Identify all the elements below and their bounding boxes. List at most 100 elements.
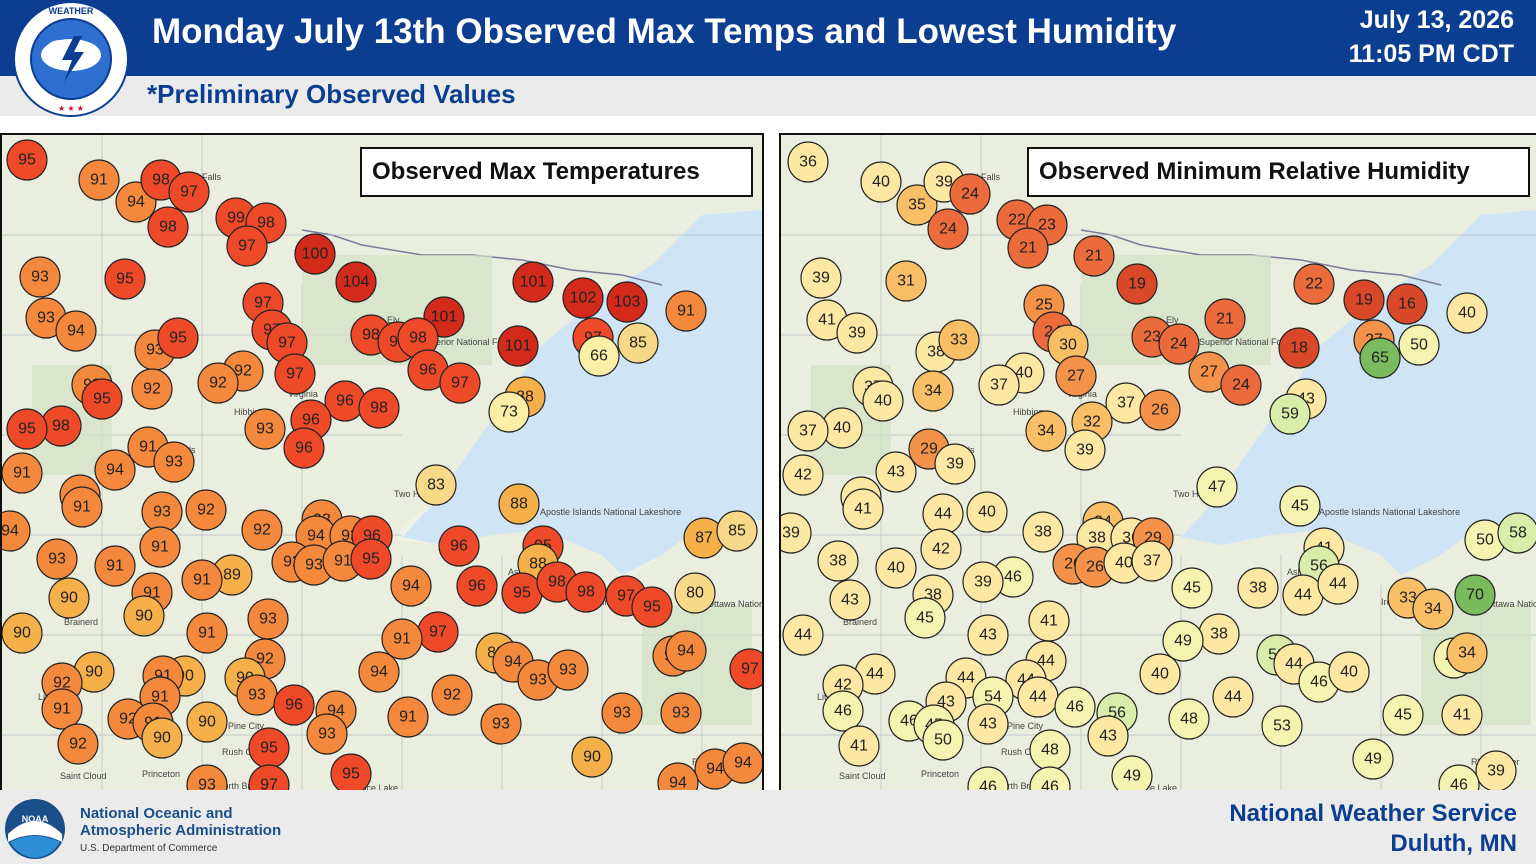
- temperature-station[interactable]: 96: [407, 349, 449, 391]
- humidity-station[interactable]: 45: [1382, 694, 1424, 736]
- humidity-station[interactable]: 40: [821, 407, 863, 449]
- humidity-station[interactable]: 26: [1139, 389, 1181, 431]
- humidity-station[interactable]: 59: [1269, 393, 1311, 435]
- humidity-station[interactable]: 46: [967, 766, 1009, 790]
- humidity-station[interactable]: 38: [817, 540, 859, 582]
- temperature-station[interactable]: 95: [350, 538, 392, 580]
- temperature-station[interactable]: 95: [248, 727, 290, 769]
- humidity-station[interactable]: 37: [1131, 540, 1173, 582]
- humidity-station[interactable]: 34: [1025, 410, 1067, 452]
- humidity-station[interactable]: 44: [1317, 563, 1359, 605]
- temperature-station[interactable]: 94: [722, 742, 762, 784]
- humidity-station[interactable]: 34: [1412, 588, 1454, 630]
- temperature-station[interactable]: 92: [57, 723, 99, 765]
- temperature-station[interactable]: 94: [94, 449, 136, 491]
- temperature-station[interactable]: 97: [439, 362, 481, 404]
- humidity-station[interactable]: 43: [1087, 715, 1129, 757]
- humidity-station[interactable]: 27: [1188, 351, 1230, 393]
- temperature-station[interactable]: 87: [683, 517, 725, 559]
- temperature-station[interactable]: 93: [547, 649, 589, 691]
- temperature-station[interactable]: 96: [456, 565, 498, 607]
- humidity-station[interactable]: 40: [966, 491, 1008, 533]
- humidity-station[interactable]: 40: [1103, 542, 1145, 584]
- temperature-station[interactable]: 91: [139, 526, 181, 568]
- humidity-station[interactable]: 24: [949, 173, 991, 215]
- temperature-station[interactable]: 94: [358, 651, 400, 693]
- temperature-station[interactable]: 96: [438, 525, 480, 567]
- temperature-station[interactable]: 89: [211, 554, 253, 596]
- temperature-station[interactable]: 93: [141, 491, 183, 533]
- temperature-station[interactable]: 100: [294, 233, 336, 275]
- temperature-station[interactable]: 88: [504, 376, 546, 418]
- temperature-station[interactable]: 97: [417, 611, 459, 653]
- humidity-station[interactable]: 41: [838, 725, 880, 767]
- humidity-station[interactable]: 53: [1261, 705, 1303, 747]
- temperature-station[interactable]: 90: [141, 717, 183, 759]
- temperature-station[interactable]: 93: [36, 538, 78, 580]
- humidity-station[interactable]: 19: [1116, 263, 1158, 305]
- humidity-station[interactable]: 37: [787, 410, 829, 452]
- humidity-station[interactable]: 22: [1293, 263, 1335, 305]
- temperature-station[interactable]: 91: [41, 688, 83, 730]
- humidity-station[interactable]: 44: [1282, 574, 1324, 616]
- temperature-station[interactable]: 98: [40, 405, 82, 447]
- temperature-station[interactable]: 98: [565, 571, 607, 613]
- humidity-station[interactable]: 21: [1204, 298, 1246, 340]
- temperature-station[interactable]: 95: [81, 378, 123, 420]
- humidity-station[interactable]: 65: [1359, 337, 1401, 379]
- temperature-station[interactable]: 93: [517, 659, 559, 701]
- humidity-station[interactable]: 44: [854, 653, 896, 695]
- humidity-station[interactable]: 43: [829, 579, 871, 621]
- humidity-station[interactable]: 42: [782, 454, 824, 496]
- humidity-station[interactable]: 41: [1028, 600, 1070, 642]
- humidity-station[interactable]: 50: [1398, 324, 1440, 366]
- temperature-station[interactable]: 97: [248, 764, 290, 790]
- humidity-station[interactable]: 43: [967, 614, 1009, 656]
- humidity-station[interactable]: 50: [1464, 519, 1506, 561]
- humidity-station[interactable]: 49: [1352, 738, 1394, 780]
- temperature-station[interactable]: 93: [480, 703, 522, 745]
- temperature-station[interactable]: 91: [387, 696, 429, 738]
- temperature-station[interactable]: 91: [139, 676, 181, 718]
- humidity-station[interactable]: 24: [1158, 323, 1200, 365]
- temperature-station[interactable]: 66: [578, 335, 620, 377]
- temperature-station[interactable]: 90: [571, 736, 613, 778]
- humidity-station[interactable]: 40: [1446, 292, 1488, 334]
- temperature-station[interactable]: 91: [381, 618, 423, 660]
- temperature-station[interactable]: 96: [283, 427, 325, 469]
- temperature-station[interactable]: 90: [73, 651, 115, 693]
- temperature-station[interactable]: 93: [247, 598, 289, 640]
- humidity-station[interactable]: 27: [1055, 355, 1097, 397]
- humidity-station[interactable]: 21: [1073, 235, 1115, 277]
- humidity-station[interactable]: 38: [1022, 511, 1064, 553]
- humidity-station[interactable]: 49: [1162, 620, 1204, 662]
- humidity-station[interactable]: 58: [1497, 512, 1536, 554]
- humidity-station[interactable]: 48: [1029, 729, 1071, 771]
- temperature-station[interactable]: 94: [657, 762, 699, 790]
- humidity-station[interactable]: 40: [862, 380, 904, 422]
- humidity-station[interactable]: 45: [904, 597, 946, 639]
- humidity-station[interactable]: 40: [1139, 653, 1181, 695]
- humidity-station[interactable]: 37: [1105, 382, 1147, 424]
- temperature-station[interactable]: 94: [665, 630, 707, 672]
- temperature-station[interactable]: 94: [295, 515, 337, 557]
- humidity-station[interactable]: 42: [920, 528, 962, 570]
- temperature-station[interactable]: 95: [330, 753, 372, 790]
- humidity-station[interactable]: 44: [1212, 676, 1254, 718]
- max-temperature-map[interactable]: International FallsElyVirginiaHibbingGra…: [0, 133, 764, 792]
- temperature-station[interactable]: 91: [186, 612, 228, 654]
- temperature-station[interactable]: 96: [273, 684, 315, 726]
- humidity-station[interactable]: 34: [1446, 632, 1488, 674]
- humidity-station[interactable]: 39: [1475, 750, 1517, 790]
- temperature-station[interactable]: 97: [226, 225, 268, 267]
- humidity-station[interactable]: 48: [1168, 698, 1210, 740]
- temperature-station[interactable]: 91: [181, 559, 223, 601]
- humidity-station[interactable]: 46: [822, 690, 864, 732]
- humidity-station[interactable]: 19: [1343, 279, 1385, 321]
- temperature-station[interactable]: 97: [168, 171, 210, 213]
- min-humidity-map[interactable]: International FallsElyVirginiaHibbingGra…: [779, 133, 1536, 792]
- temperature-station[interactable]: 93: [153, 441, 195, 483]
- temperature-station[interactable]: 93: [244, 408, 286, 450]
- temperature-station[interactable]: 94: [2, 510, 31, 552]
- humidity-station[interactable]: 24: [927, 208, 969, 250]
